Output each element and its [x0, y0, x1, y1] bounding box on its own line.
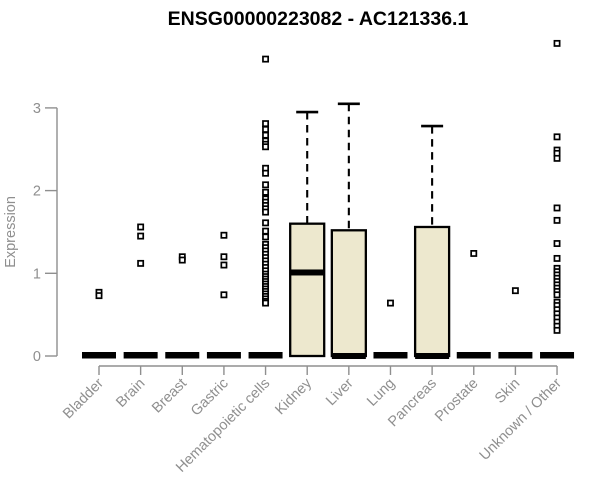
outlier-point — [553, 240, 561, 247]
collapsed-box-bar — [206, 352, 241, 359]
collapsed-box-bar — [82, 352, 116, 359]
outlier-point — [178, 256, 186, 264]
median-line — [415, 353, 450, 359]
outlier-point — [220, 231, 228, 239]
x-tick-label: Bladder — [60, 375, 107, 422]
outlier-point — [220, 291, 228, 299]
outlier-point — [262, 131, 270, 139]
outlier-point — [262, 143, 270, 151]
outlier-point — [262, 181, 270, 189]
outlier-point — [262, 233, 270, 241]
outlier-point — [262, 120, 270, 128]
collapsed-box-bar — [123, 352, 158, 359]
x-tick-label: Brain — [113, 376, 148, 411]
x-tick-label: Kidney — [272, 375, 315, 418]
box — [289, 222, 326, 358]
outlier-point — [262, 188, 270, 196]
outlier-point — [137, 223, 145, 231]
chart-title: ENSG00000223082 - AC121336.1 — [168, 8, 469, 30]
outlier-point — [262, 299, 270, 307]
outlier-point — [470, 250, 478, 257]
outlier-point — [262, 169, 270, 177]
x-tick-label: Breast — [149, 376, 190, 417]
y-tick-label: 3 — [33, 101, 41, 117]
x-tick-label: Prostate — [432, 376, 481, 425]
outlier-point — [220, 253, 228, 261]
outlier-point — [553, 204, 561, 212]
outlier-point — [553, 133, 561, 141]
outlier-point — [511, 287, 519, 295]
collapsed-box-bar — [373, 352, 408, 359]
collapsed-box-bar — [165, 352, 200, 359]
median-line — [331, 353, 366, 359]
outlier-point — [95, 292, 103, 300]
outlier-point — [553, 291, 561, 299]
outlier-point — [387, 299, 394, 307]
y-tick-label: 1 — [33, 266, 41, 282]
y-tick-label: 0 — [33, 349, 41, 365]
y-axis-title: Expression — [3, 196, 19, 268]
outlier-point — [553, 216, 561, 224]
collapsed-box-bar — [540, 352, 575, 359]
outlier-point — [262, 227, 270, 235]
y-tick-label: 2 — [33, 184, 41, 200]
outlier-point — [553, 326, 561, 334]
outlier-point — [137, 232, 145, 240]
outlier-point — [553, 39, 561, 47]
outlier-point — [262, 208, 270, 216]
collapsed-box-bar — [456, 352, 491, 359]
box — [413, 225, 451, 358]
x-tick-label: Liver — [323, 375, 357, 409]
outlier-point — [262, 219, 270, 227]
outlier-point — [553, 254, 561, 262]
outlier-point — [137, 259, 145, 267]
x-tick-label: Lung — [364, 376, 398, 410]
outlier-point — [262, 125, 270, 133]
collapsed-box-bar — [248, 352, 283, 359]
outlier-point — [553, 154, 561, 162]
outlier-point — [220, 261, 228, 269]
collapsed-box-bar — [498, 352, 533, 359]
median-line — [290, 269, 325, 276]
x-tick-label: Skin — [492, 376, 523, 407]
outlier-point — [262, 55, 270, 63]
box — [330, 229, 367, 358]
